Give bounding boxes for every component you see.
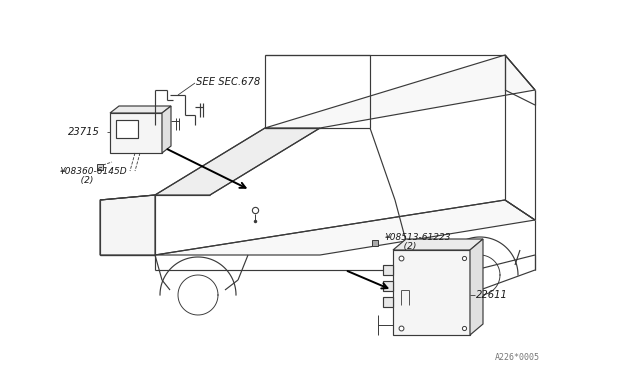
- Text: A226*0005: A226*0005: [495, 353, 540, 362]
- Text: 22611: 22611: [476, 290, 508, 300]
- Polygon shape: [265, 55, 535, 128]
- Text: (2): (2): [72, 176, 93, 186]
- Polygon shape: [116, 120, 138, 138]
- Polygon shape: [155, 200, 535, 255]
- Text: SEE SEC.678: SEE SEC.678: [196, 77, 260, 87]
- Polygon shape: [162, 106, 171, 153]
- Polygon shape: [393, 239, 483, 250]
- Polygon shape: [100, 195, 155, 255]
- Text: ¥08360-6145D: ¥08360-6145D: [60, 167, 127, 176]
- Polygon shape: [155, 128, 320, 195]
- Polygon shape: [110, 106, 171, 113]
- Polygon shape: [383, 265, 393, 275]
- Polygon shape: [393, 250, 470, 335]
- Polygon shape: [110, 113, 162, 153]
- Text: (2): (2): [395, 241, 417, 250]
- Polygon shape: [470, 239, 483, 335]
- Polygon shape: [383, 281, 393, 291]
- Polygon shape: [383, 297, 393, 307]
- Text: ¥08513-61223: ¥08513-61223: [385, 234, 451, 243]
- Text: 23715: 23715: [68, 127, 100, 137]
